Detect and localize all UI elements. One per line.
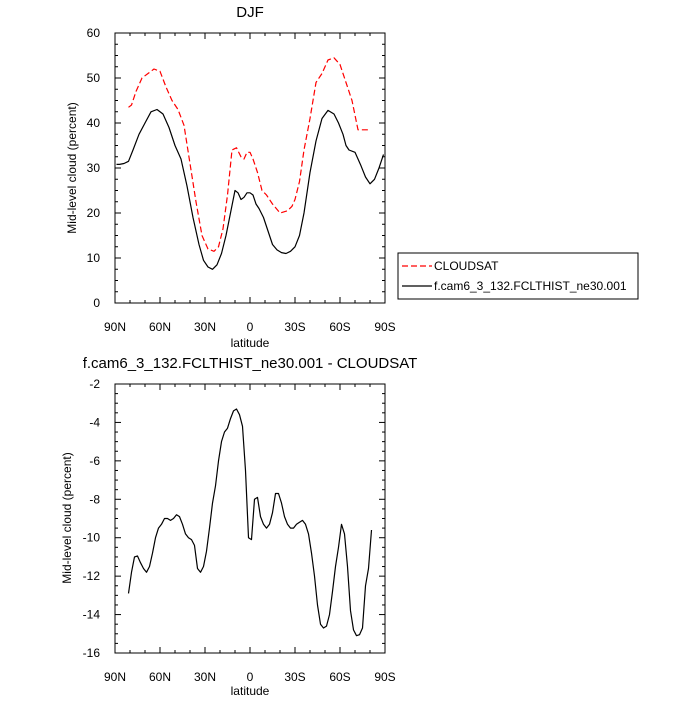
- plot-frame: [114, 32, 386, 304]
- djf-chart: DJF latitude Mid-level cloud (percent) 9…: [65, 4, 396, 350]
- x-tick-label: 30S: [284, 670, 305, 684]
- series-line-0: [127, 408, 373, 637]
- x-tick-label: 0: [247, 320, 254, 334]
- y-tick-label: -10: [83, 531, 101, 545]
- difference-chart: f.cam6_3_132.FCLTHIST_ne30.001 - CLOUDSA…: [60, 355, 417, 698]
- y-tick-label: -8: [89, 492, 100, 506]
- y-axis-label: Mid-level cloud (percent): [60, 452, 74, 583]
- y-tick-label: 60: [87, 26, 101, 40]
- y-tick-label: 0: [93, 296, 100, 310]
- legend-label-model: f.cam6_3_132.FCLTHIST_ne30.001: [434, 279, 627, 293]
- x-tick-label: 60N: [149, 320, 171, 334]
- x-tick-label: 60S: [329, 670, 350, 684]
- chart-title: DJF: [236, 4, 264, 21]
- y-tick-label: 30: [87, 161, 101, 175]
- y-tick-label: 50: [87, 71, 101, 85]
- y-tick-label: -2: [89, 377, 100, 391]
- y-tick-label: 40: [87, 116, 101, 130]
- y-tick-label: -12: [83, 569, 101, 583]
- plot-area: 90N 60N 30N 0 30S 60S 90S -16 -14 -12 -10 -8 -6 -4 -2: [83, 377, 396, 684]
- x-tick-label: 0: [247, 670, 254, 684]
- y-tick-label: 20: [87, 206, 101, 220]
- x-tick-label: 30N: [194, 670, 216, 684]
- x-axis-label: latitude: [231, 336, 270, 350]
- chart-title: f.cam6_3_132.FCLTHIST_ne30.001 - CLOUDSA…: [83, 355, 418, 372]
- y-tick-label: -4: [89, 415, 100, 429]
- x-tick-label: 30N: [194, 320, 216, 334]
- legend: CLOUDSAT f.cam6_3_132.FCLTHIST_ne30.001: [397, 252, 639, 300]
- x-tick-label: 30S: [284, 320, 305, 334]
- y-tick-label: -16: [83, 646, 101, 660]
- series-line-0: [128, 57, 370, 252]
- x-tick-label: 60S: [329, 320, 350, 334]
- legend-box: [397, 252, 639, 300]
- legend-label-cloudsat: CLOUDSAT: [434, 259, 499, 273]
- x-tick-label: 60N: [149, 670, 171, 684]
- y-tick-label: -14: [83, 608, 101, 622]
- plot-frame: [114, 383, 386, 654]
- y-tick-label: 10: [87, 251, 101, 265]
- y-axis-label: Mid-level cloud (percent): [65, 102, 79, 233]
- x-tick-label: 90N: [104, 320, 126, 334]
- x-tick-label: 90S: [374, 320, 395, 334]
- x-tick-label: 90N: [104, 670, 126, 684]
- x-axis-label: latitude: [231, 684, 270, 698]
- plot-area: 90N 60N 30N 0 30S 60S 90S 0 10 20 30 40 50 60: [87, 26, 396, 334]
- x-tick-label: 90S: [374, 670, 395, 684]
- series-line-1: [116, 108, 385, 270]
- y-tick-label: -6: [89, 454, 100, 468]
